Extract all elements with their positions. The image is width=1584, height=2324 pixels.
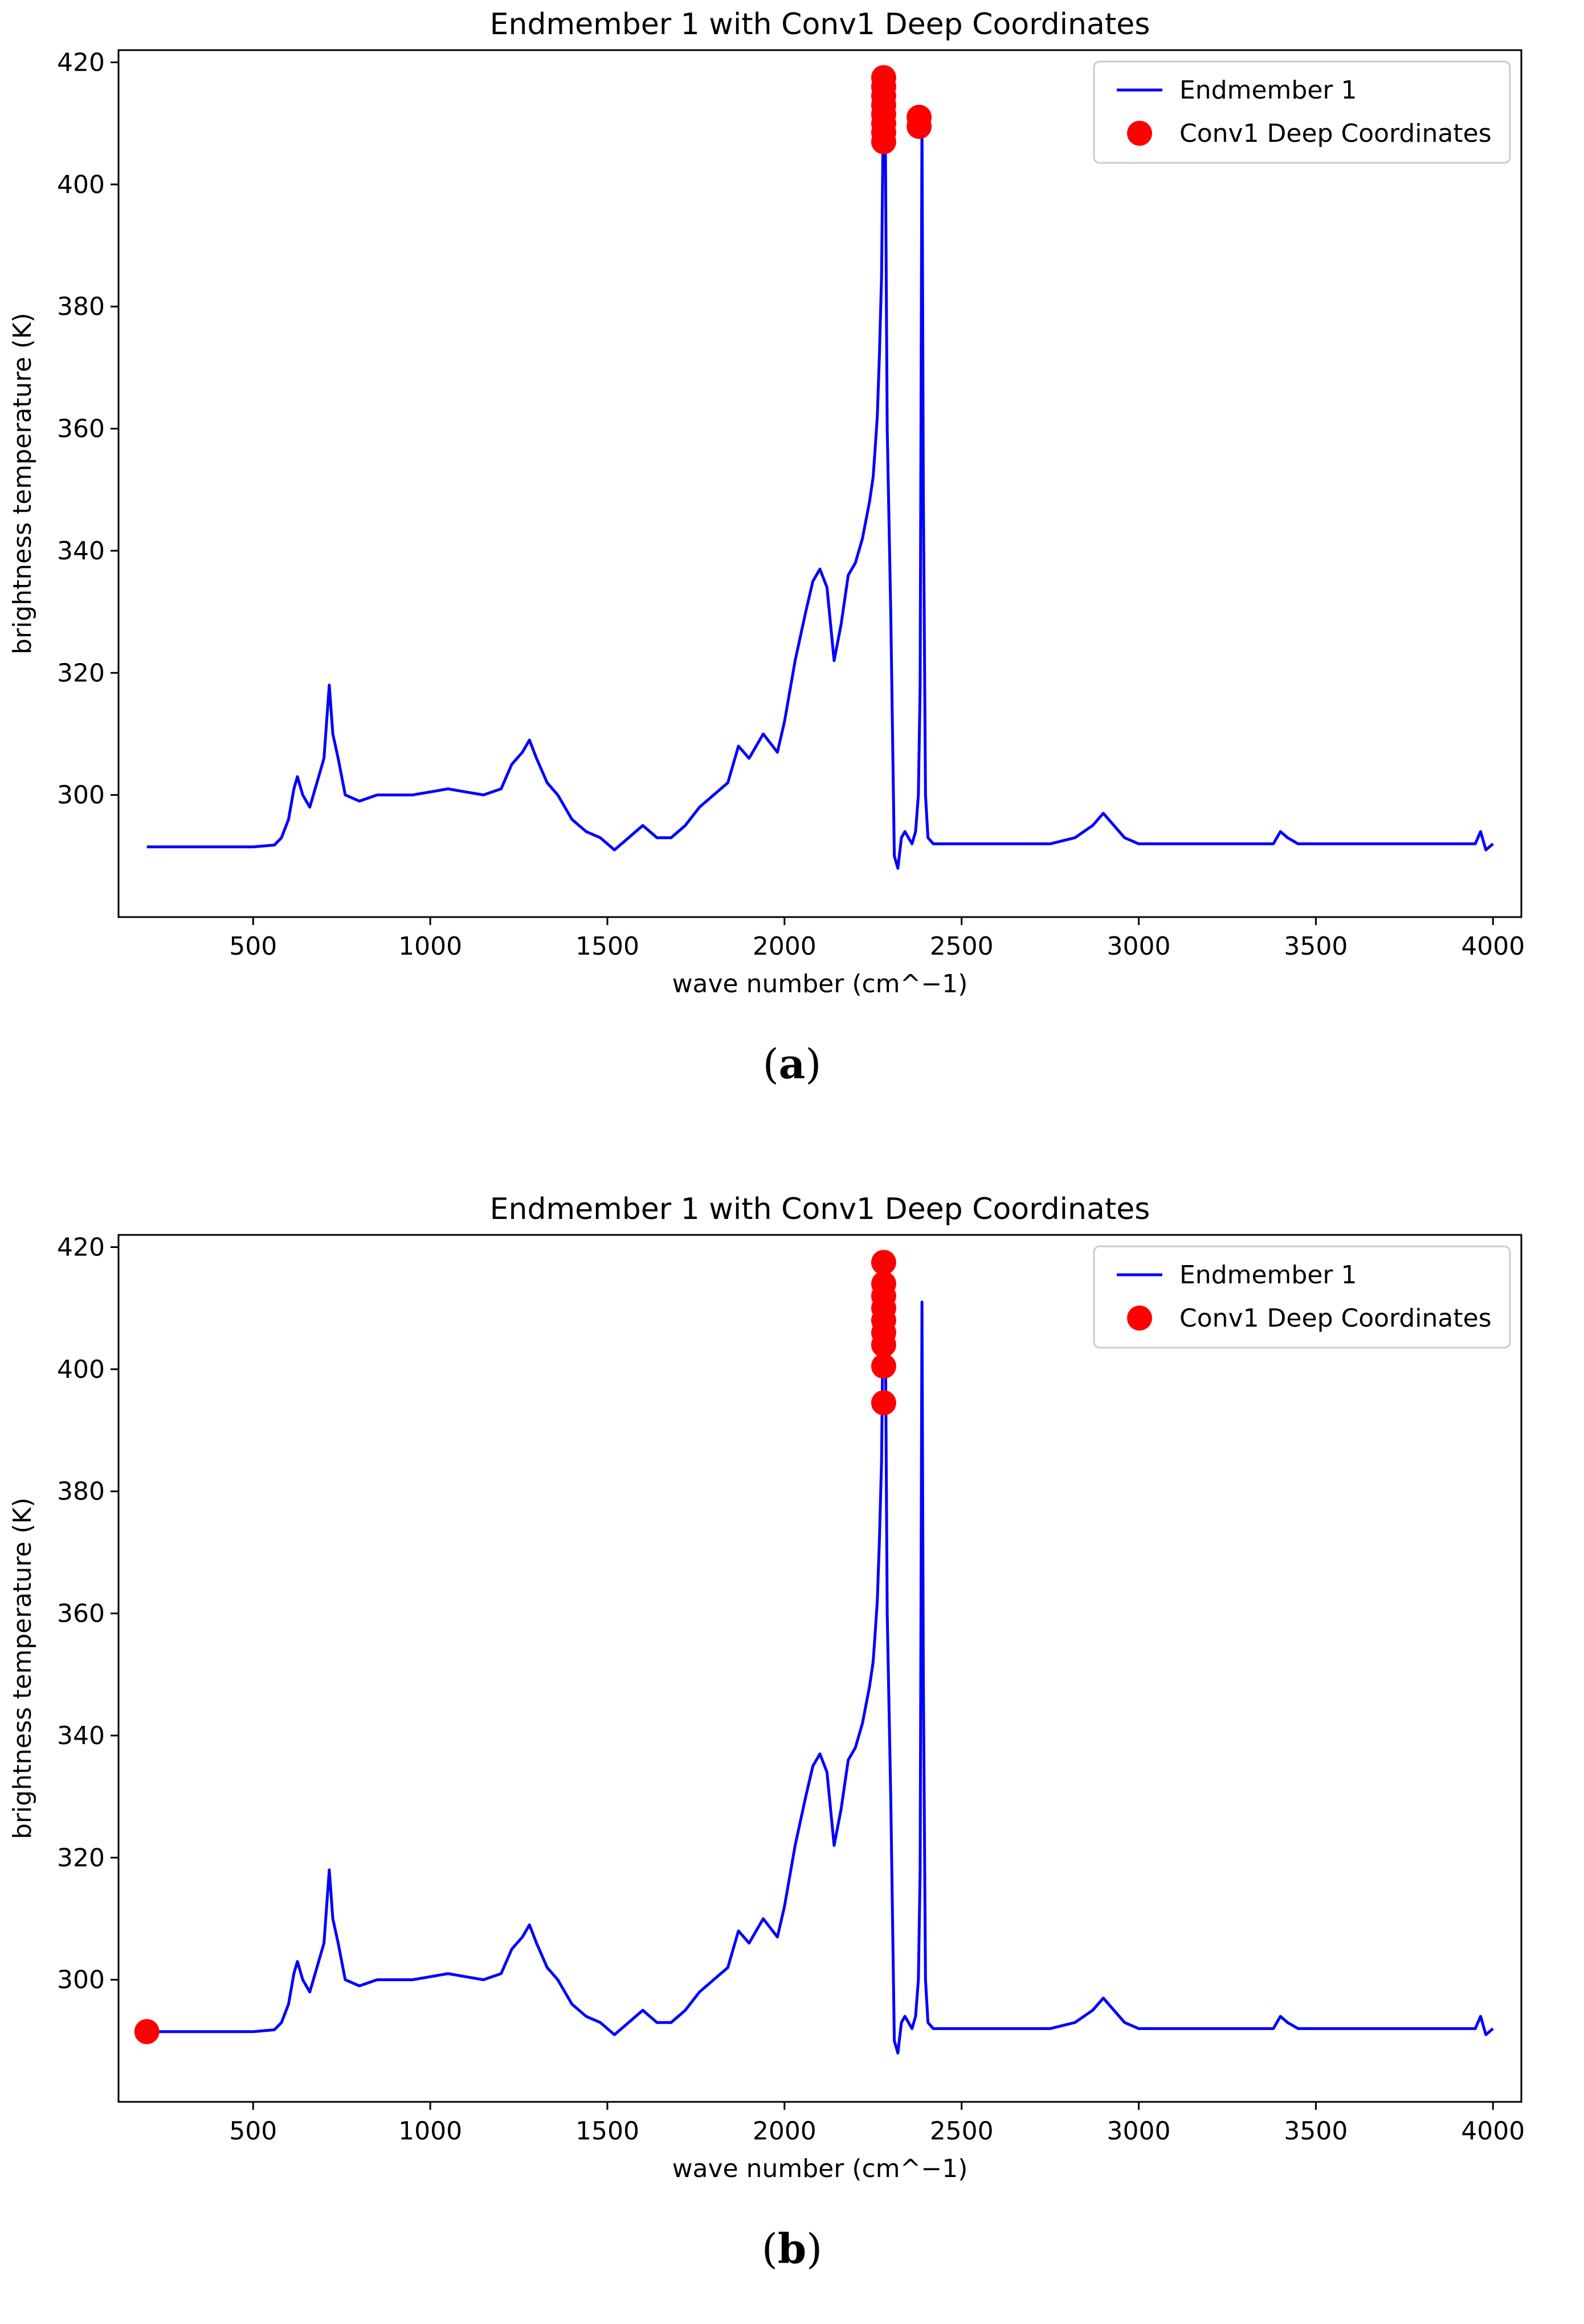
x-tick-label: 1500: [575, 2117, 639, 2146]
y-tick-label: 360: [57, 1599, 105, 1629]
x-tick-label: 3500: [1284, 932, 1348, 961]
x-tick-label: 1500: [575, 932, 639, 961]
y-tick-label: 400: [57, 170, 105, 199]
y-tick-label: 300: [57, 781, 105, 810]
chart-title: Endmember 1 with Conv1 Deep Coordinates: [490, 1192, 1150, 1226]
caption-b-label: b: [777, 2224, 807, 2273]
plot-frame: [117, 49, 1522, 918]
y-tick-label: 420: [57, 48, 105, 77]
chart-a: Endmember 1 with Conv1 Deep Coordinates 5…: [8, 7, 1525, 999]
y-tick-label: 340: [57, 537, 105, 566]
x-tick-label: 3000: [1107, 2117, 1171, 2146]
caption-a-label: a: [778, 1040, 806, 1088]
x-tick-label: 2500: [930, 2117, 994, 2146]
caption-a: (a): [0, 1040, 1584, 1088]
legend-entry-label: Endmember 1: [1179, 1261, 1357, 1290]
y-tick-label: 320: [57, 658, 105, 688]
y-tick-label: 400: [57, 1355, 105, 1384]
x-tick-label: 2000: [753, 932, 817, 961]
y-tick-label: 360: [57, 415, 105, 444]
legend-dot-marker: [1127, 121, 1152, 146]
series-line-endmember-1: [146, 73, 1494, 870]
legend-dot-marker: [1127, 1306, 1152, 1331]
x-tick-label: 2500: [930, 932, 994, 961]
scatter-point: [134, 2019, 160, 2044]
legend-entry-label: Conv1 Deep Coordinates: [1179, 119, 1492, 148]
x-tick-label: 1000: [398, 2117, 462, 2146]
y-tick-label: 300: [57, 1966, 105, 1995]
scatter-point: [871, 129, 896, 154]
chart-title: Endmember 1 with Conv1 Deep Coordinates: [490, 7, 1150, 42]
x-tick-label: 4000: [1461, 2117, 1525, 2146]
scatter-point: [871, 1250, 896, 1275]
legend-box: [1093, 60, 1511, 164]
panel-b: Endmember 1 with Conv1 Deep Coordinates 5…: [0, 1185, 1584, 2324]
scatter-point: [871, 1390, 896, 1415]
series-line-endmember-1: [146, 1258, 1494, 2055]
caption-a-close: ): [805, 1040, 822, 1088]
caption-b-open: (: [761, 2225, 778, 2273]
y-axis-label: brightness temperature (K): [8, 1497, 37, 1839]
x-axis-label: wave number (cm^−1): [672, 2154, 968, 2183]
x-tick-label: 500: [229, 2117, 277, 2146]
y-tick-label: 380: [57, 292, 105, 321]
x-tick-label: 3000: [1107, 932, 1171, 961]
x-tick-label: 1000: [398, 932, 462, 961]
panel-a: Endmember 1 with Conv1 Deep Coordinates 5…: [0, 0, 1584, 1139]
legend-box: [1093, 1245, 1511, 1349]
scatter-point: [907, 113, 932, 139]
scatter-point: [871, 1332, 896, 1357]
y-tick-label: 340: [57, 1721, 105, 1750]
x-tick-label: 500: [229, 932, 277, 961]
x-tick-label: 3500: [1284, 2117, 1348, 2146]
caption-b: (b): [0, 2224, 1584, 2273]
x-tick-label: 4000: [1461, 932, 1525, 961]
x-axis-label: wave number (cm^−1): [672, 969, 968, 999]
y-axis-label: brightness temperature (K): [8, 313, 37, 654]
scatter-point: [871, 1353, 896, 1379]
x-tick-label: 2000: [753, 2117, 817, 2146]
y-tick-label: 320: [57, 1843, 105, 1872]
chart-b: Endmember 1 with Conv1 Deep Coordinates 5…: [8, 1192, 1525, 2183]
legend-entry-label: Endmember 1: [1179, 76, 1357, 105]
caption-b-close: ): [806, 2225, 823, 2273]
y-tick-label: 380: [57, 1477, 105, 1506]
plot-frame: [117, 1234, 1522, 2103]
caption-a-open: (: [762, 1040, 779, 1088]
y-tick-label: 420: [57, 1233, 105, 1262]
legend-entry-label: Conv1 Deep Coordinates: [1179, 1304, 1492, 1333]
